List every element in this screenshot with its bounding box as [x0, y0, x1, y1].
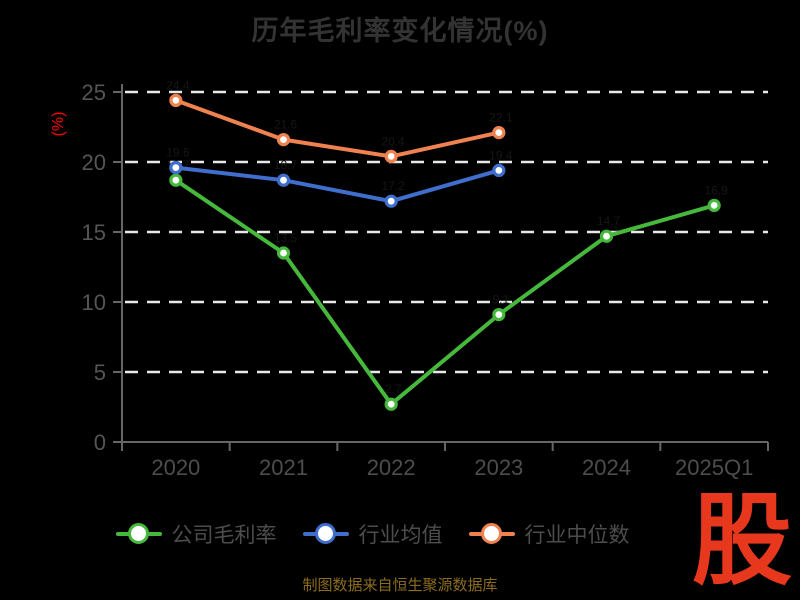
y-tick-label: 10 [82, 290, 106, 315]
point-label: 17.2 [381, 179, 405, 193]
series-line [173, 178, 717, 407]
point-label: 19.6 [166, 146, 190, 160]
legend-label: 行业中位数 [524, 524, 630, 547]
point-label: 14.7 [597, 214, 621, 228]
y-tick-label: 20 [82, 150, 106, 175]
point-label: 2.7 [385, 382, 402, 396]
legend-item-industry-median[interactable]: 行业中位数 [468, 519, 630, 549]
point-label: 16.9 [704, 183, 728, 197]
data-point[interactable] [384, 397, 398, 411]
x-tick-label: 2020 [151, 455, 200, 480]
data-point[interactable] [169, 173, 183, 187]
legend-label: 行业均值 [358, 524, 443, 547]
point-label: 9.1 [492, 293, 509, 307]
legend-circle-icon [314, 523, 336, 544]
data-point[interactable] [169, 93, 183, 108]
legend-circle-icon [127, 523, 149, 544]
data-point[interactable] [599, 229, 614, 243]
x-tick-label: 2024 [582, 455, 631, 480]
x-tick-label: 2025Q1 [675, 455, 753, 480]
data-point[interactable] [492, 308, 506, 322]
legend-label: 公司毛利率 [171, 524, 277, 547]
y-tick-label: 25 [82, 80, 106, 105]
legend: 公司毛利率 行业均值 行业中位数 [0, 519, 745, 549]
legend-circle-icon [480, 523, 502, 544]
data-point[interactable] [169, 161, 183, 175]
series-line [173, 98, 501, 159]
data-point[interactable] [707, 198, 721, 212]
point-label: 19.4 [489, 148, 513, 162]
point-label: 18.7 [274, 158, 298, 172]
data-point[interactable] [492, 163, 506, 177]
legend-item-company-margin[interactable]: 公司毛利率 [115, 519, 277, 549]
legend-line-marker-icon [468, 523, 515, 545]
data-point[interactable] [492, 126, 506, 140]
legend-line-marker-icon [115, 523, 162, 545]
point-label: 20.4 [381, 134, 405, 148]
logo-gu-watermark: 股 [692, 482, 792, 599]
source-note: 制图数据来自恒生聚源数据库 [302, 577, 498, 594]
y-tick-label: 0 [94, 430, 106, 455]
x-tick-label: 2022 [367, 455, 416, 480]
point-label: 24.4 [166, 78, 190, 92]
y-tick-label: 5 [94, 360, 106, 385]
data-point[interactable] [276, 246, 291, 260]
data-point[interactable] [384, 149, 398, 163]
data-point[interactable] [384, 194, 398, 208]
point-label: 21.6 [274, 118, 298, 132]
legend-line-marker-icon [302, 523, 349, 545]
chart-title: 历年毛利率变化情况(%) [251, 16, 549, 46]
y-tick-label: 15 [82, 220, 106, 245]
x-tick-label: 2023 [474, 455, 523, 480]
legend-item-industry-mean[interactable]: 行业均值 [302, 519, 443, 549]
data-point[interactable] [276, 173, 291, 187]
point-label: 22.1 [489, 111, 513, 125]
point-label: 13.5 [274, 231, 298, 245]
series-line [173, 165, 501, 204]
data-point[interactable] [276, 133, 291, 147]
x-tick-label: 2021 [259, 455, 308, 480]
